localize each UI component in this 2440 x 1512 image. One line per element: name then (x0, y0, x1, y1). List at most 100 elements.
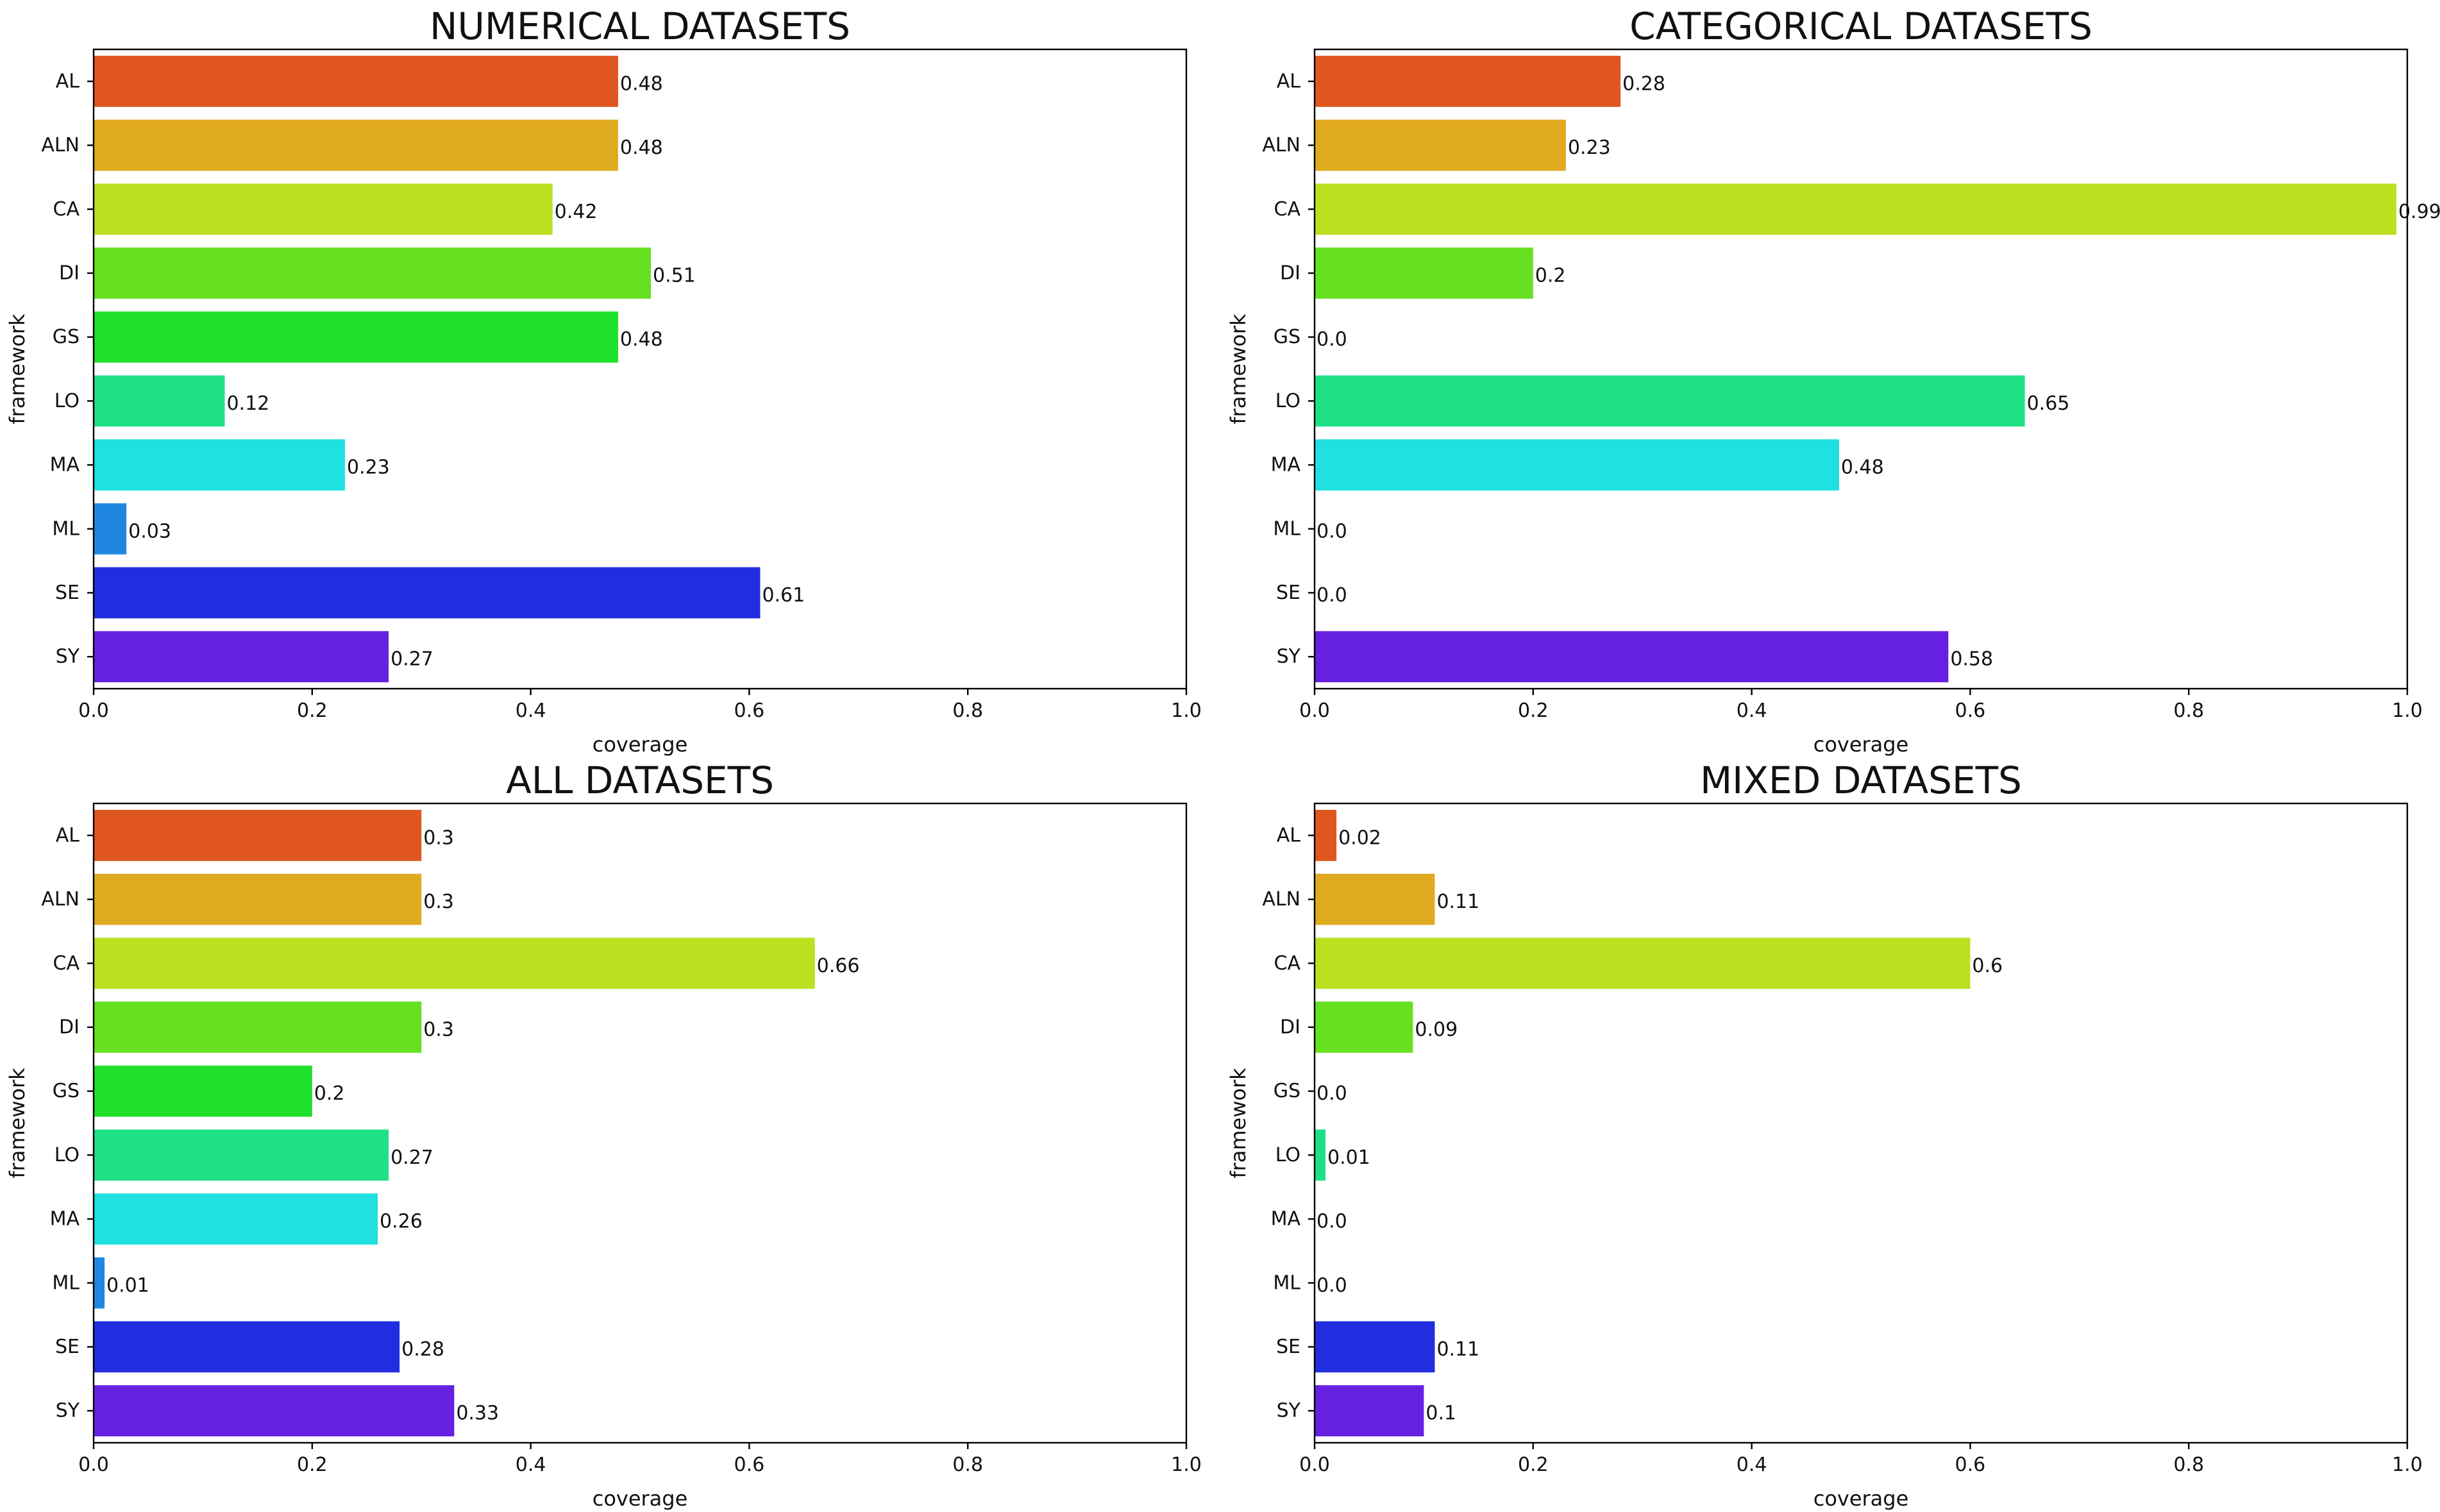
x-tick-label: 0.0 (1299, 1454, 1330, 1476)
bar-al (94, 55, 618, 107)
x-axis-label: coverage (593, 732, 688, 757)
y-tick-label: GS (1274, 326, 1300, 348)
data-label: 0.11 (1436, 1338, 1479, 1361)
data-label: 0.51 (653, 264, 696, 287)
y-tick-label: LO (1275, 390, 1300, 412)
data-label: 0.3 (423, 891, 454, 913)
bar-sy (1315, 631, 1949, 683)
data-label: 0.2 (1535, 264, 1566, 287)
y-axis-label: framework (1226, 1068, 1250, 1179)
data-label: 0.48 (620, 137, 663, 159)
bar-sy (94, 1385, 455, 1437)
y-tick-label: AL (1277, 824, 1301, 846)
x-tick-label: 0.4 (1737, 700, 1767, 722)
x-tick-label: 0.0 (78, 700, 109, 722)
data-label: 0.0 (1317, 1274, 1347, 1297)
bar-se (94, 1321, 400, 1373)
x-tick-label: 1.0 (1171, 1454, 1202, 1476)
x-tick-label: 0.0 (78, 1454, 109, 1476)
x-tick-label: 0.2 (297, 1454, 328, 1476)
bar-di (94, 1002, 422, 1053)
data-label: 0.3 (423, 827, 454, 849)
data-label: 0.0 (1317, 328, 1347, 351)
y-tick-label: CA (1274, 198, 1301, 221)
data-label: 0.6 (1972, 955, 2003, 977)
x-tick-label: 0.8 (952, 1454, 983, 1476)
x-axis-label: coverage (593, 1486, 688, 1511)
x-tick-label: 0.6 (734, 1454, 765, 1476)
y-tick-label: SY (1277, 1400, 1301, 1422)
x-tick-label: 1.0 (2392, 1454, 2423, 1476)
bar-ma (94, 439, 345, 491)
x-tick-label: 0.6 (734, 700, 765, 722)
y-tick-label: ALN (41, 888, 80, 911)
data-label: 0.09 (1415, 1018, 1458, 1041)
y-tick-label: CA (53, 952, 80, 975)
axes-frame (1313, 802, 2409, 1444)
data-label: 0.0 (1317, 1082, 1347, 1105)
chart-title: NUMERICAL DATASETS (430, 4, 850, 48)
data-label: 0.23 (347, 457, 390, 479)
x-axis-label: coverage (1813, 1486, 1909, 1511)
bar-al (1315, 55, 1621, 107)
data-label: 0.27 (391, 648, 433, 671)
data-label: 0.1 (1426, 1402, 1456, 1425)
bar-sy (1315, 1385, 1424, 1437)
y-tick-label: ML (52, 517, 80, 540)
x-tick-label: 0.0 (1299, 700, 1330, 722)
y-tick-label: MA (50, 1208, 80, 1231)
bar-al (94, 809, 422, 861)
x-tick-label: 1.0 (1171, 700, 1202, 722)
y-tick-label: MA (1271, 1208, 1301, 1231)
data-label: 0.48 (620, 72, 663, 95)
bar-di (1315, 1002, 1413, 1053)
y-tick-label: LO (55, 390, 80, 412)
y-axis-label: framework (5, 1068, 29, 1179)
y-tick-label: GS (53, 1080, 80, 1102)
data-label: 0.0 (1317, 1211, 1347, 1233)
data-label: 0.0 (1317, 584, 1347, 607)
y-tick-label: ML (1273, 1272, 1300, 1294)
y-tick-label: SE (1276, 582, 1300, 604)
bar-aln (1315, 119, 1566, 171)
x-tick-label: 0.4 (516, 700, 546, 722)
bar-gs (94, 1065, 312, 1117)
y-tick-label: SE (55, 1336, 80, 1358)
bar-ma (94, 1193, 378, 1245)
bar-ca (94, 937, 815, 989)
y-tick-label: ALN (41, 134, 80, 156)
y-tick-label: AL (56, 824, 80, 846)
axes-frame (92, 48, 1188, 690)
bar-se (1315, 1321, 1435, 1373)
data-label: 0.02 (1338, 827, 1381, 849)
x-tick-label: 0.6 (1955, 1454, 1986, 1476)
data-label: 0.03 (128, 520, 171, 542)
x-tick-label: 0.4 (1737, 1454, 1767, 1476)
bar-ml (94, 1257, 105, 1309)
data-label: 0.48 (620, 328, 663, 351)
x-tick-label: 0.2 (1518, 1454, 1549, 1476)
x-axis-label: coverage (1813, 732, 1909, 757)
x-tick-label: 0.8 (2173, 1454, 2204, 1476)
y-tick-label: DI (59, 1016, 80, 1038)
data-label: 0.01 (1327, 1147, 1370, 1169)
bar-ml (94, 503, 127, 555)
data-label: 0.11 (1436, 891, 1479, 913)
data-label: 0.3 (423, 1018, 454, 1041)
data-label: 0.2 (314, 1082, 345, 1105)
chart-title: CATEGORICAL DATASETS (1629, 4, 2092, 48)
x-tick-label: 0.2 (1518, 700, 1549, 722)
y-tick-label: DI (1280, 1016, 1300, 1038)
y-tick-label: LO (55, 1144, 80, 1166)
y-tick-label: GS (1274, 1080, 1300, 1102)
bar-di (94, 248, 652, 299)
y-tick-label: MA (50, 454, 80, 476)
y-tick-label: LO (1275, 1144, 1300, 1166)
chart-panel: AL 0.3 ALN 0.3 CA 0.66 DI 0.3 GS 0.2 LO 0.27 MA 0.26 M… (5, 759, 1202, 1511)
bar-ca (1315, 937, 1971, 989)
data-label: 0.48 (1841, 457, 1884, 479)
y-axis-label: framework (1226, 314, 1250, 424)
bar-ca (1315, 183, 2396, 235)
data-label: 0.12 (226, 392, 269, 415)
